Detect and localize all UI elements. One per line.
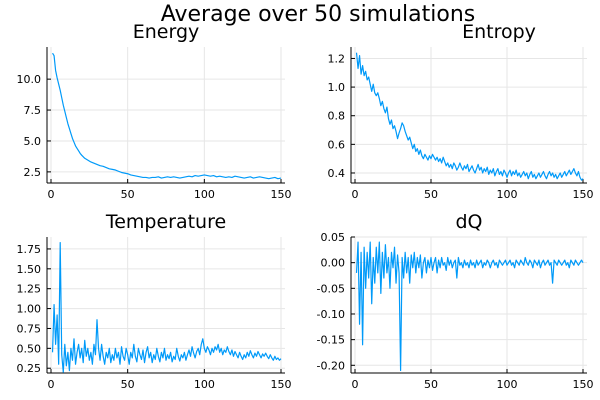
energy-xtick-label-2: 100 — [194, 188, 215, 201]
temperature-ytick-label-3: 1.00 — [17, 303, 42, 316]
entropy-xtick-label-0: 0 — [352, 188, 359, 201]
temperature-ytick-label-2: 0.75 — [17, 322, 42, 335]
entropy-ytick-label-1: 0.6 — [328, 138, 346, 151]
dq-series-line — [355, 241, 584, 372]
dq-ytick-label-3: -0.05 — [317, 282, 345, 295]
dq-ytick-label-4: 0.00 — [321, 257, 346, 270]
temperature-ytick-label-1: 0.50 — [17, 342, 42, 355]
entropy-xtick-label-2: 100 — [497, 188, 518, 201]
dq-xtick-label-1: 50 — [424, 378, 438, 391]
dq-ytick-label-2: -0.10 — [317, 308, 345, 321]
temperature-series-line — [51, 241, 282, 373]
energy-series-line — [52, 52, 282, 180]
dq-xtick-label-2: 100 — [497, 378, 518, 391]
temperature-ytick-label-4: 1.25 — [17, 283, 42, 296]
temperature-xtick-label-1: 50 — [121, 378, 135, 391]
energy-ytick-label-2: 7.5 — [24, 104, 42, 117]
dq-xtick-label-0: 0 — [352, 378, 359, 391]
energy-xtick-label-1: 50 — [121, 188, 135, 201]
entropy-panel: 0 50 100 150 0.4 0.6 0.8 1.0 1.2 Entropy — [328, 21, 594, 201]
entropy-ytick-label-2: 0.8 — [328, 110, 346, 123]
figure-title: Average over 50 simulations — [161, 2, 476, 27]
entropy-ytick-label-4: 1.2 — [328, 52, 346, 65]
subplots: 0 50 100 150 2.5 5.0 7.5 10.0 Energy 0 50 100 150 0.4… — [17, 21, 594, 391]
energy-ytick-label-1: 5.0 — [24, 135, 42, 148]
entropy-ytick-label-3: 1.0 — [328, 81, 346, 94]
entropy-ytick-label-0: 0.4 — [328, 167, 346, 180]
entropy-series-line — [355, 52, 584, 181]
entropy-xtick-label-1: 50 — [424, 188, 438, 201]
temperature-ytick-label-0: 0.25 — [17, 362, 42, 375]
dq-ytick-label-1: -0.15 — [317, 334, 345, 347]
energy-panel: 0 50 100 150 2.5 5.0 7.5 10.0 Energy — [17, 21, 292, 201]
temperature-xtick-label-2: 100 — [194, 378, 215, 391]
dq-ytick-label-5: 0.05 — [321, 231, 346, 244]
temperature-ytick-label-6: 1.75 — [17, 243, 42, 256]
temperature-title: Temperature — [105, 211, 226, 233]
dq-panel: 0 50 100 150 -0.20 -0.15 -0.10 -0.05 0.00 0.05 dQ — [317, 211, 594, 391]
temperature-xtick-label-3: 150 — [271, 378, 292, 391]
dq-ytick-label-0: -0.20 — [317, 359, 345, 372]
entropy-xtick-label-3: 150 — [573, 188, 594, 201]
entropy-title: Entropy — [462, 21, 536, 43]
dq-xtick-label-3: 150 — [573, 378, 594, 391]
energy-xtick-label-3: 150 — [271, 188, 292, 201]
temperature-ytick-label-5: 1.50 — [17, 263, 42, 276]
energy-xtick-label-0: 0 — [48, 188, 55, 201]
energy-ytick-label-3: 10.0 — [17, 73, 42, 86]
dq-title: dQ — [455, 211, 482, 233]
energy-title: Energy — [133, 21, 200, 43]
energy-ytick-label-0: 2.5 — [24, 166, 42, 179]
temperature-xtick-label-0: 0 — [48, 378, 55, 391]
temperature-panel: 0 50 100 150 0.25 0.50 0.75 1.00 1.25 1.50 1.75 Tem… — [17, 211, 292, 391]
